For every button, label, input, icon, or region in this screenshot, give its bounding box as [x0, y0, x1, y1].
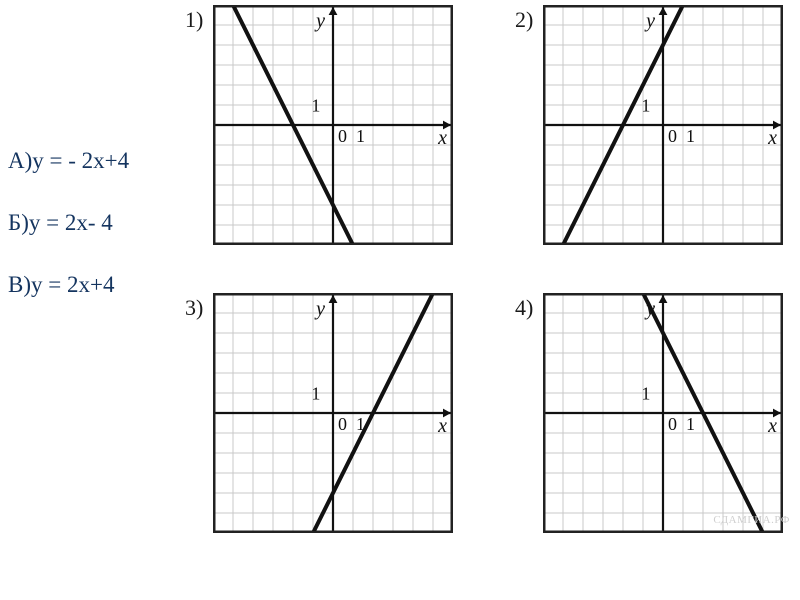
chart-1-number: 1): [185, 7, 203, 33]
equations-list: А)y = - 2x+4 Б)y = 2x- 4 В)y = 2x+4: [8, 148, 178, 334]
chart-1: 1) 01 1 x y: [185, 5, 455, 275]
charts-grid: 1) 011xy 2) 011xy 3) 011xy 4) 011xy: [185, 5, 795, 563]
svg-text:y: y: [644, 298, 655, 320]
chart-4-svg: 01 1 x y: [543, 293, 783, 533]
svg-text:x: x: [767, 415, 777, 437]
svg-text:1: 1: [311, 95, 320, 115]
svg-text:x: x: [767, 127, 777, 149]
chart-2: 2) 01 1 x y: [515, 5, 785, 275]
svg-text:0: 0: [338, 126, 347, 146]
svg-text:1: 1: [356, 126, 365, 146]
equation-c: В)y = 2x+4: [8, 272, 178, 298]
chart-2-svg: 01 1 x y: [543, 5, 783, 245]
watermark: СДАМГИА.РФ: [713, 514, 790, 526]
svg-text:y: y: [314, 298, 325, 320]
svg-text:y: y: [644, 10, 655, 32]
svg-text:0: 0: [338, 414, 347, 434]
svg-text:1: 1: [311, 383, 320, 403]
svg-text:1: 1: [686, 414, 695, 434]
equation-b: Б)y = 2x- 4: [8, 210, 178, 236]
svg-text:0: 0: [668, 126, 677, 146]
equation-a: А)y = - 2x+4: [8, 148, 178, 174]
svg-text:1: 1: [641, 95, 650, 115]
svg-text:y: y: [314, 10, 325, 32]
chart-4-number: 4): [515, 295, 533, 321]
chart-1-svg: 01 1 x y: [213, 5, 453, 245]
svg-text:0: 0: [668, 414, 677, 434]
svg-text:1: 1: [356, 414, 365, 434]
chart-2-number: 2): [515, 7, 533, 33]
svg-text:x: x: [437, 127, 447, 149]
svg-text:1: 1: [641, 383, 650, 403]
svg-text:x: x: [437, 415, 447, 437]
chart-3-svg: 01 1 x y: [213, 293, 453, 533]
page-root: А)y = - 2x+4 Б)y = 2x- 4 В)y = 2x+4 1) 0…: [0, 0, 800, 600]
chart-3-number: 3): [185, 295, 203, 321]
chart-3: 3) 01 1 x y: [185, 293, 455, 563]
svg-text:1: 1: [686, 126, 695, 146]
